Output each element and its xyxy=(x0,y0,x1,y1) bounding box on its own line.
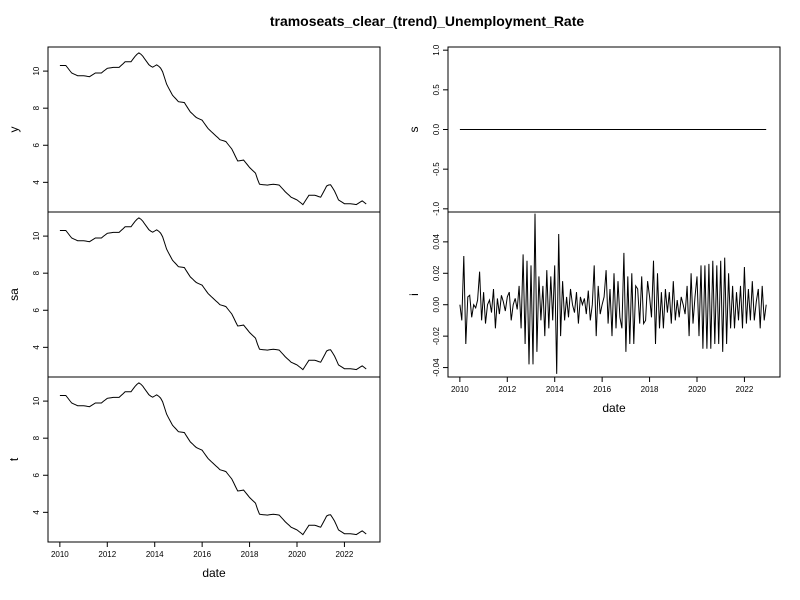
y-tick-label-s: -1.0 xyxy=(432,201,441,215)
y-tick-label-i: 0.00 xyxy=(432,296,441,312)
y-tick-label-sa: 10 xyxy=(32,231,41,240)
panel-frame-i xyxy=(447,211,781,378)
y-tick-label-i: -0.02 xyxy=(432,326,441,345)
y-tick-label-y: 6 xyxy=(32,142,41,147)
series-line-t xyxy=(59,382,367,536)
y-axis-label-s: s xyxy=(407,127,421,133)
y-tick-label-y: 8 xyxy=(32,105,41,110)
y-tick-label-i: 0.02 xyxy=(432,265,441,281)
x-axis-label-t: date xyxy=(202,566,226,580)
x-tick-label-t: 2016 xyxy=(193,550,211,559)
y-tick-label-s: -0.5 xyxy=(432,162,441,176)
x-tick-label-i: 2014 xyxy=(546,385,564,394)
x-tick-label-i: 2010 xyxy=(451,385,469,394)
x-tick-label-i: 2020 xyxy=(688,385,706,394)
y-tick-label-y: 10 xyxy=(32,66,41,75)
x-tick-label-i: 2018 xyxy=(641,385,659,394)
x-tick-label-t: 2012 xyxy=(98,550,116,559)
y-axis-label-y: y xyxy=(7,127,21,133)
x-tick-label-i: 2022 xyxy=(736,385,754,394)
x-axis-label-i: date xyxy=(602,401,626,415)
series-line-y xyxy=(59,52,367,206)
y-tick-label-i: -0.04 xyxy=(432,358,441,377)
y-axis-label-t: t xyxy=(7,457,21,461)
y-tick-label-t: 8 xyxy=(32,435,41,440)
y-axis-label-i: i xyxy=(407,293,421,296)
y-tick-label-y: 4 xyxy=(32,180,41,185)
panels-layer: 4 6 8 10 y 4 6 8 10 sa 4 6 8 10 t 2010 2012 2014 2016 2018 2… xyxy=(7,44,781,580)
x-tick-label-t: 2020 xyxy=(288,550,306,559)
x-tick-label-t: 2022 xyxy=(336,550,354,559)
y-tick-label-t: 4 xyxy=(32,510,41,515)
x-tick-label-t: 2010 xyxy=(51,550,69,559)
y-tick-label-sa: 6 xyxy=(32,307,41,312)
y-tick-label-t: 10 xyxy=(32,396,41,405)
y-tick-label-sa: 4 xyxy=(32,345,41,350)
series-line-i xyxy=(459,213,767,374)
series-line-sa xyxy=(59,217,367,371)
x-tick-label-t: 2018 xyxy=(241,550,259,559)
y-tick-label-s: 1.0 xyxy=(432,44,441,56)
x-tick-label-t: 2014 xyxy=(146,550,164,559)
panel-frame-t xyxy=(47,376,381,543)
panel-frame-y xyxy=(47,46,381,213)
x-tick-label-i: 2012 xyxy=(498,385,516,394)
y-tick-label-t: 6 xyxy=(32,472,41,477)
y-tick-label-s: 0.0 xyxy=(432,123,441,135)
panel-frame-sa xyxy=(47,211,381,378)
y-tick-label-s: 0.5 xyxy=(432,84,441,96)
x-tick-label-i: 2016 xyxy=(593,385,611,394)
y-tick-label-i: 0.04 xyxy=(432,234,441,250)
y-tick-label-sa: 8 xyxy=(32,270,41,275)
chart-title: tramoseats_clear_(trend)_Unemployment_Ra… xyxy=(270,13,585,29)
y-axis-label-sa: sa xyxy=(7,288,21,301)
